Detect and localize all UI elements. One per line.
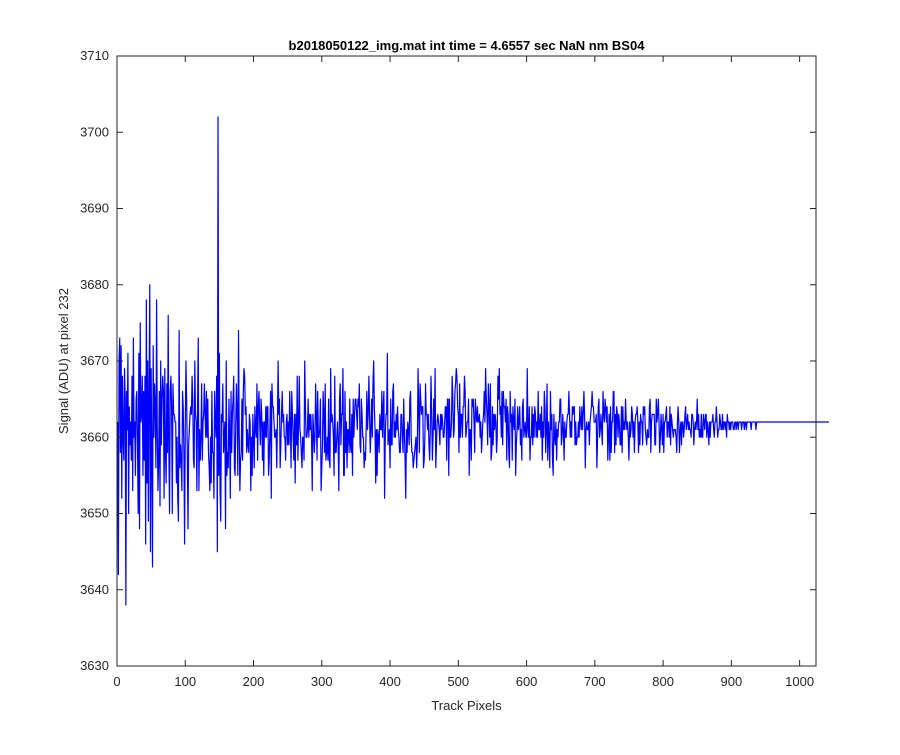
x-tick-label: 800 xyxy=(652,674,674,689)
x-tick-label: 200 xyxy=(243,674,265,689)
y-tick-label: 3630 xyxy=(80,658,109,673)
y-tick-label: 3670 xyxy=(80,353,109,368)
x-tick-label: 700 xyxy=(584,674,606,689)
x-axis-label: Track Pixels xyxy=(431,698,502,713)
x-tick-label: 900 xyxy=(721,674,743,689)
x-tick-label: 500 xyxy=(447,674,469,689)
y-tick-label: 3640 xyxy=(80,582,109,597)
x-tick-label: 100 xyxy=(174,674,196,689)
y-tick-label: 3700 xyxy=(80,124,109,139)
axes-layer: 0 100 200 300 400 500 600 700 800 900 1000 3630 3640… xyxy=(80,48,817,689)
series-layer xyxy=(117,116,829,606)
x-tick-label: 0 xyxy=(113,674,120,689)
y-tick-label: 3710 xyxy=(80,48,109,63)
y-tick-label: 3690 xyxy=(80,201,109,216)
plot-area xyxy=(117,56,816,666)
x-tick-label: 300 xyxy=(311,674,333,689)
y-tick-label: 3660 xyxy=(80,429,109,444)
y-tick-label: 3680 xyxy=(80,277,109,292)
series-line-1 xyxy=(117,116,829,606)
x-tick-label: 400 xyxy=(379,674,401,689)
chart-title: b2018050122_img.mat int time = 4.6557 se… xyxy=(289,38,646,53)
y-axis-label: Signal (ADU) at pixel 232 xyxy=(56,288,71,434)
x-tick-label: 1000 xyxy=(785,674,814,689)
y-tick-label: 3650 xyxy=(80,506,109,521)
x-tick-label: 600 xyxy=(516,674,538,689)
